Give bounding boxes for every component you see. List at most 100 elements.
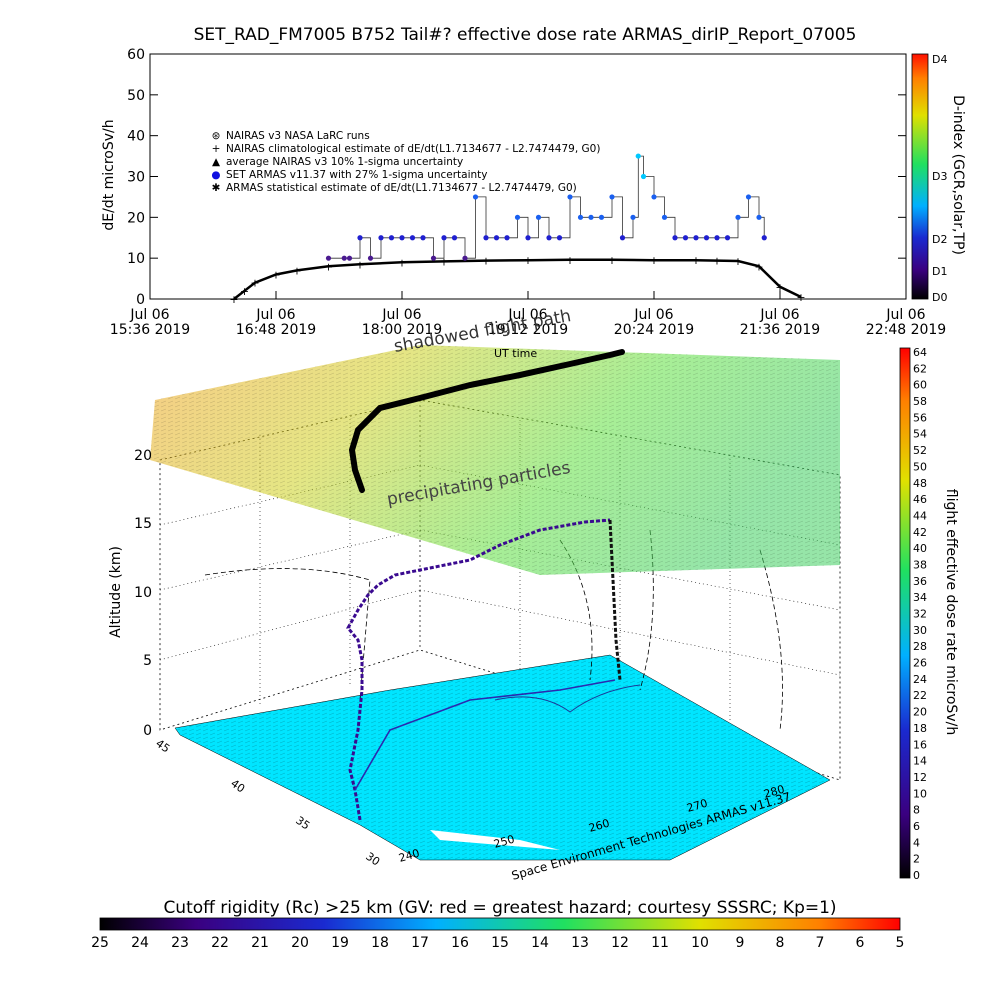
cutoff-colorbar-tick: 21 [251, 935, 269, 951]
armas-point [556, 235, 563, 241]
cutoff-colorbar-tick: 19 [331, 935, 349, 951]
longitude-tick: 280 [762, 783, 786, 801]
armas-point [577, 214, 584, 220]
nairas-point: + [292, 264, 301, 277]
altitude-tick: 20 [134, 448, 152, 464]
nairas-point: + [397, 256, 406, 269]
dose-colorbar-tick: 2 [913, 853, 920, 866]
armas-point [483, 235, 489, 241]
longitude-tick: 250 [492, 833, 516, 851]
dose-colorbar-tick: 12 [913, 771, 927, 784]
armas-point [420, 235, 426, 241]
armas-point [535, 214, 542, 220]
nairas-point: + [733, 255, 742, 268]
altitude-label: Altitude (km) [108, 546, 124, 638]
flight-shadow-projection-4 [759, 549, 783, 731]
d-index-tick: D1 [932, 265, 947, 278]
longitude-ticks: 240 250 260 270 280 [397, 783, 786, 865]
legend-entry: NAIRAS climatological estimate of dE/dt(… [226, 143, 600, 155]
legend-symbol: ⊛ [212, 130, 221, 142]
altitude-tick: 0 [143, 723, 152, 739]
cutoff-colorbar-tick: 25 [91, 935, 109, 951]
armas-point [598, 214, 605, 220]
shadowed-flight-path [348, 349, 625, 493]
map-state-lines [175, 655, 830, 860]
dose-colorbar-tick: 24 [913, 673, 927, 686]
dose-colorbar-tick: 34 [913, 591, 927, 604]
cutoff-colorbar-tick: 22 [211, 935, 229, 951]
nairas-point: + [775, 281, 784, 294]
x-tick-label-time: 22:48 2019 [866, 322, 946, 338]
cutoff-colorbar [99, 917, 901, 931]
y-tick-label: 0 [136, 292, 145, 308]
nairas-point: + [439, 255, 448, 268]
dose-colorbar-tick: 32 [913, 608, 927, 621]
dose-colorbar-tick: 20 [913, 706, 927, 719]
cutoff-colorbar-tick: 11 [651, 935, 669, 951]
legend-entry: ARMAS statistical estimate of dE/dt(L1.7… [226, 182, 577, 194]
y-tick-label: 50 [127, 88, 145, 104]
altitude-tick: 10 [134, 585, 152, 601]
altitude-ticks: 0 5 10 15 20 [134, 448, 152, 739]
armas-point [609, 194, 615, 200]
armas-point [651, 194, 657, 200]
nairas-line [233, 258, 802, 300]
x-tick-label-time: 20:24 2019 [614, 322, 694, 338]
armas-point [493, 235, 500, 241]
dose-colorbar-label: flight effective dose rate microSv/h [943, 489, 959, 735]
armas-point [525, 235, 531, 241]
y-tick-label: 20 [127, 210, 145, 226]
y-tick-label: 40 [127, 129, 145, 145]
armas-point [693, 235, 699, 241]
dose-colorbar-tick: 28 [913, 640, 927, 653]
armas-point [378, 235, 384, 241]
armas-point [630, 214, 636, 220]
armas-point [357, 235, 363, 241]
dose-colorbar-tick: 16 [913, 738, 927, 751]
armas-point [661, 214, 668, 220]
armas-point [388, 235, 395, 241]
great-lakes [494, 684, 641, 713]
legend-entry: average NAIRAS v3 10% 1-sigma uncertaint… [226, 156, 463, 168]
dose-colorbar-tick: 4 [913, 836, 920, 849]
cutoff-colorbar-tick: 7 [816, 935, 825, 951]
cutoff-colorbar-tick: 17 [411, 935, 429, 951]
x-axis-title: UT time [494, 347, 537, 360]
y-tick-label: 10 [127, 251, 145, 267]
d-index-tick: D0 [932, 291, 947, 304]
particle-sheet-hatch [150, 345, 840, 575]
map-ocean-patch [430, 830, 560, 850]
cutoff-colorbar-tick: 9 [736, 935, 745, 951]
dose-colorbar-tick: 46 [913, 493, 927, 506]
latitude-tick: 45 [153, 737, 172, 756]
armas-point [325, 255, 332, 261]
armas-point [588, 214, 594, 220]
dose-colorbar-tick: 22 [913, 689, 927, 702]
armas-series [325, 153, 767, 261]
nairas-point: + [240, 285, 249, 298]
d-index-tick: D3 [932, 170, 947, 183]
dose-colorbar-tick: 52 [913, 444, 927, 457]
altitude-tick: 15 [134, 516, 152, 532]
nairas-point: + [712, 255, 721, 268]
armas-point [761, 235, 767, 241]
x-tick-label-time: 18:00 2019 [362, 322, 442, 338]
nairas-point: + [481, 255, 490, 268]
armas-point [635, 153, 641, 159]
dose-colorbar-tick: 54 [913, 428, 927, 441]
nairas-point: + [691, 254, 700, 267]
flight-shadow-projection [204, 568, 371, 701]
longitude-tick: 260 [587, 817, 611, 835]
armas-point [441, 235, 447, 241]
dose-colorbar-tick: 42 [913, 526, 927, 539]
x-tick-label-date: Jul 06 [885, 307, 925, 323]
panel-3d: shadowed flight path UT time precipitati… [108, 306, 841, 883]
y-tick-label: 30 [127, 170, 145, 186]
nairas-point: + [607, 254, 616, 267]
dose-colorbar-tick: 18 [913, 722, 927, 735]
longitude-tick: 240 [397, 847, 421, 865]
armas-point [399, 235, 405, 241]
cutoff-colorbar-tick: 13 [571, 935, 589, 951]
